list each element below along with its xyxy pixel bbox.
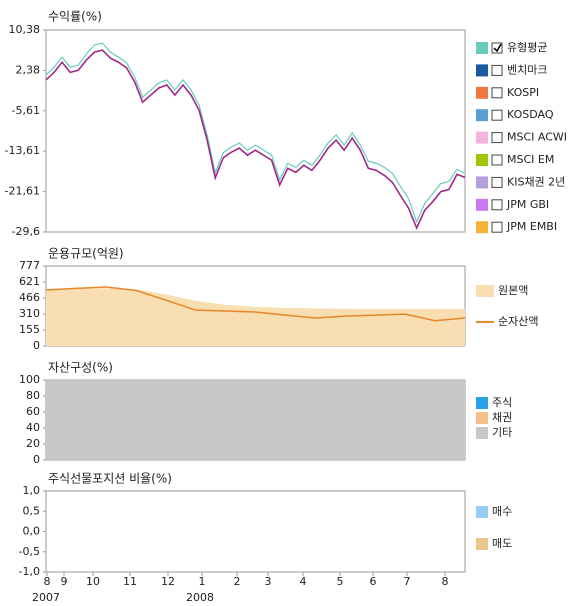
legend-label: 유형평균	[507, 41, 547, 54]
checkbox[interactable]	[491, 64, 503, 76]
legend-swatch	[476, 285, 494, 297]
legend-label: 매수	[492, 505, 512, 518]
y-tick-label: -1,0	[19, 565, 40, 578]
legend-swatch	[476, 506, 488, 518]
legend-label: 매도	[492, 537, 512, 550]
legend-label: 채권	[492, 411, 512, 424]
plot-area	[45, 29, 466, 233]
legend-label: 벤치마크	[507, 63, 547, 76]
legend-label: KOSDAQ	[507, 108, 554, 121]
legend-swatch	[476, 64, 488, 77]
legend-swatch	[476, 42, 488, 54]
x-tick-label: 8	[44, 575, 51, 588]
stack-area	[46, 380, 465, 460]
legend-label: KOSPI	[507, 86, 539, 99]
checkbox[interactable]	[491, 42, 503, 54]
legend-swatch	[476, 131, 488, 144]
checkbox[interactable]	[491, 109, 503, 121]
y-tick-label: 466	[19, 291, 40, 304]
legend-label: 기타	[492, 426, 512, 439]
y-tick-label: -21,61	[5, 185, 40, 198]
legend-swatch	[476, 397, 488, 409]
area	[46, 288, 465, 346]
y-tick-label: 20	[26, 437, 40, 450]
x-tick-label: 11	[123, 575, 137, 588]
x-tick-label: 7	[404, 575, 411, 588]
legend-label: JPM GBI	[506, 198, 549, 211]
x-tick-label: 1	[199, 575, 206, 588]
y-tick-label: -13,61	[5, 144, 40, 157]
legend-label: 원본액	[498, 284, 528, 297]
checkbox[interactable]	[491, 87, 503, 99]
legend-label: 순자산액	[498, 315, 538, 328]
y-tick-label: 10,38	[9, 23, 41, 36]
y-tick-label: 0	[33, 339, 40, 352]
y-tick-label: 100	[19, 373, 40, 386]
legend-label: 주식	[492, 396, 512, 409]
legend-swatch	[476, 198, 488, 211]
legend-swatch	[476, 427, 488, 439]
y-tick-label: 0	[33, 453, 40, 466]
year-label: 2007	[32, 591, 60, 604]
panel-title: 주식선물포지션 비율(%)	[48, 472, 172, 486]
x-tick-label: 4	[300, 575, 307, 588]
y-tick-label: -29,6	[12, 225, 40, 238]
legend-swatch	[476, 221, 488, 234]
y-tick-label: 777	[19, 259, 40, 272]
checkbox[interactable]	[491, 221, 503, 233]
y-tick-label: 310	[19, 307, 40, 320]
y-tick-label: 621	[19, 275, 40, 288]
checkbox[interactable]	[491, 132, 503, 144]
y-tick-label: 155	[19, 323, 40, 336]
legend-swatch	[476, 86, 488, 99]
y-tick-label: 2,38	[16, 63, 41, 76]
legend-swatch	[476, 176, 488, 189]
y-tick-label: -0,5	[19, 545, 40, 558]
legend-label: MSCI ACWI	[507, 131, 567, 144]
year-label: 2008	[186, 591, 214, 604]
panel-title: 운용규모(억원)	[48, 247, 124, 261]
y-tick-label: -5,61	[12, 104, 40, 117]
return-line	[45, 49, 466, 230]
legend-swatch	[476, 412, 488, 424]
y-tick-label: 80	[26, 389, 40, 402]
x-tick-label: 10	[86, 575, 100, 588]
x-tick-label: 5	[337, 575, 344, 588]
check-mark	[493, 43, 502, 53]
x-tick-label: 3	[265, 575, 272, 588]
checkbox[interactable]	[491, 199, 503, 211]
legend-swatch	[476, 109, 488, 122]
line	[45, 286, 466, 322]
y-tick-label: 40	[26, 421, 40, 434]
x-tick-label: 2	[234, 575, 241, 588]
legend-label: KIS채권 2년	[507, 175, 565, 188]
checkbox[interactable]	[491, 154, 503, 166]
x-tick-label: 8	[442, 575, 449, 588]
plot-area	[45, 490, 466, 573]
panel-title: 자산구성(%)	[48, 361, 113, 375]
y-tick-label: 60	[26, 405, 40, 418]
y-tick-label: 1,0	[23, 484, 41, 497]
x-tick-label: 6	[370, 575, 377, 588]
y-tick-label: 0,5	[23, 504, 41, 517]
x-tick-label: 12	[161, 575, 175, 588]
checkbox[interactable]	[491, 176, 503, 188]
x-tick-label: 9	[61, 575, 68, 588]
legend-label: MSCI EM	[507, 153, 554, 166]
y-tick-label: 0,0	[23, 525, 41, 538]
return-line	[45, 42, 466, 224]
legend-swatch	[476, 154, 488, 166]
panel-title: 수익률(%)	[48, 10, 102, 24]
legend-label: JPM EMBI	[506, 220, 557, 233]
legend-swatch	[476, 538, 488, 550]
